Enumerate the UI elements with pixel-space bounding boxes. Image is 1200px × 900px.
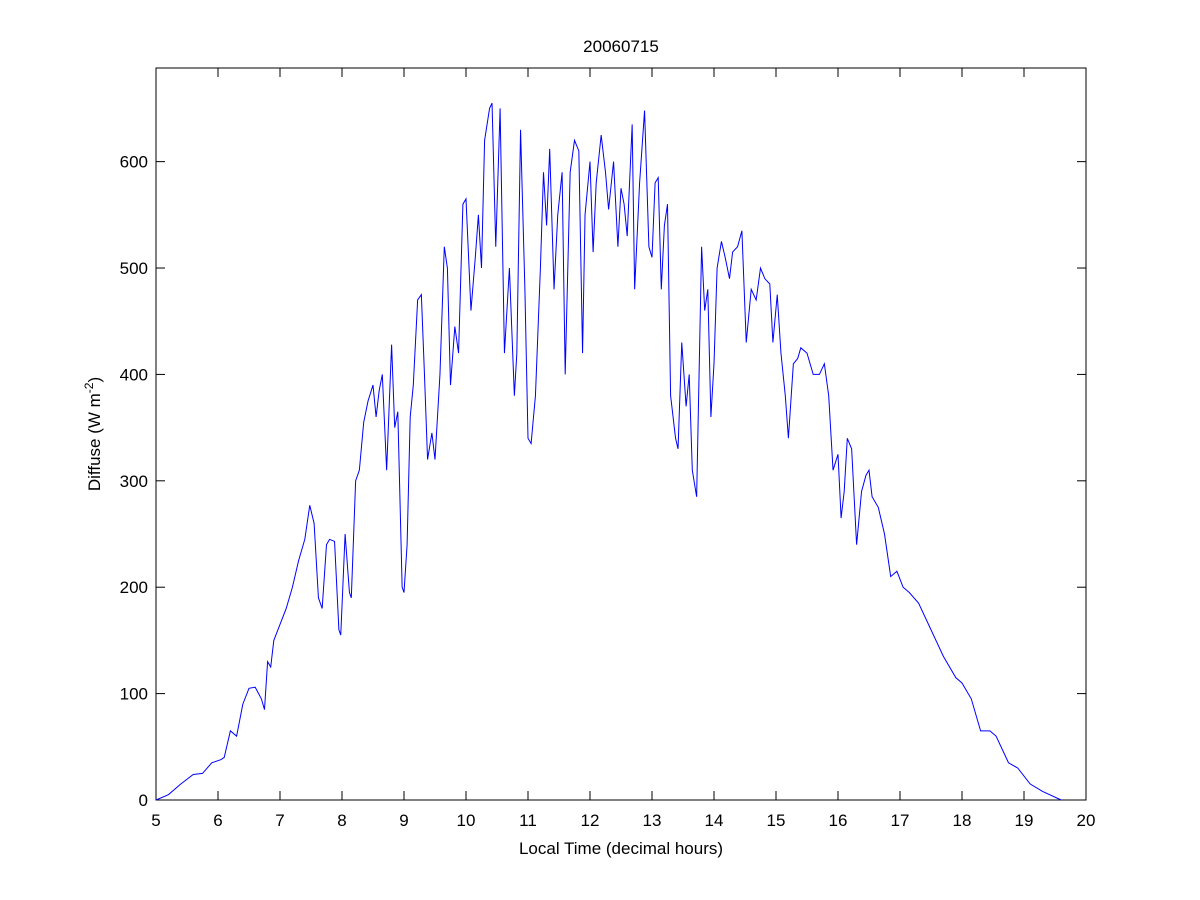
y-tick-label: 0 [139, 791, 148, 810]
x-tick-label: 8 [337, 811, 346, 830]
x-tick-label: 11 [519, 811, 537, 830]
data-line [155, 102, 1062, 801]
x-tick-label: 19 [1015, 811, 1034, 830]
y-tick-label: 200 [120, 578, 148, 597]
plot-area [155, 67, 1087, 801]
x-tick-label: 10 [457, 811, 476, 830]
x-tick-label: 9 [399, 811, 408, 830]
y-tick-label: 400 [120, 365, 148, 384]
y-label-close: ) [85, 377, 104, 383]
y-label-text: Diffuse (W m [85, 393, 104, 491]
x-tick-label: 20 [1077, 811, 1096, 830]
x-tick-label: 15 [767, 811, 786, 830]
y-tick-label: 500 [120, 259, 148, 278]
x-tick-label: 7 [275, 811, 284, 830]
x-tick-label: 12 [581, 811, 600, 830]
x-tick-label: 5 [151, 811, 160, 830]
y-tick-label: 100 [120, 685, 148, 704]
x-tick-label: 17 [891, 811, 910, 830]
y-tick-label: 300 [120, 472, 148, 491]
y-label-sup: -2 [82, 382, 96, 393]
x-tick-label: 18 [953, 811, 972, 830]
x-tick-label: 14 [705, 811, 724, 830]
x-axis-label: Local Time (decimal hours) [519, 839, 723, 858]
y-tick-label: 600 [120, 153, 148, 172]
y-axis-label: Diffuse (W m-2) [82, 377, 104, 491]
x-tick-label: 13 [643, 811, 662, 830]
chart-title: 20060715 [583, 37, 659, 56]
x-tick-label: 16 [829, 811, 848, 830]
x-tick-label: 6 [213, 811, 222, 830]
